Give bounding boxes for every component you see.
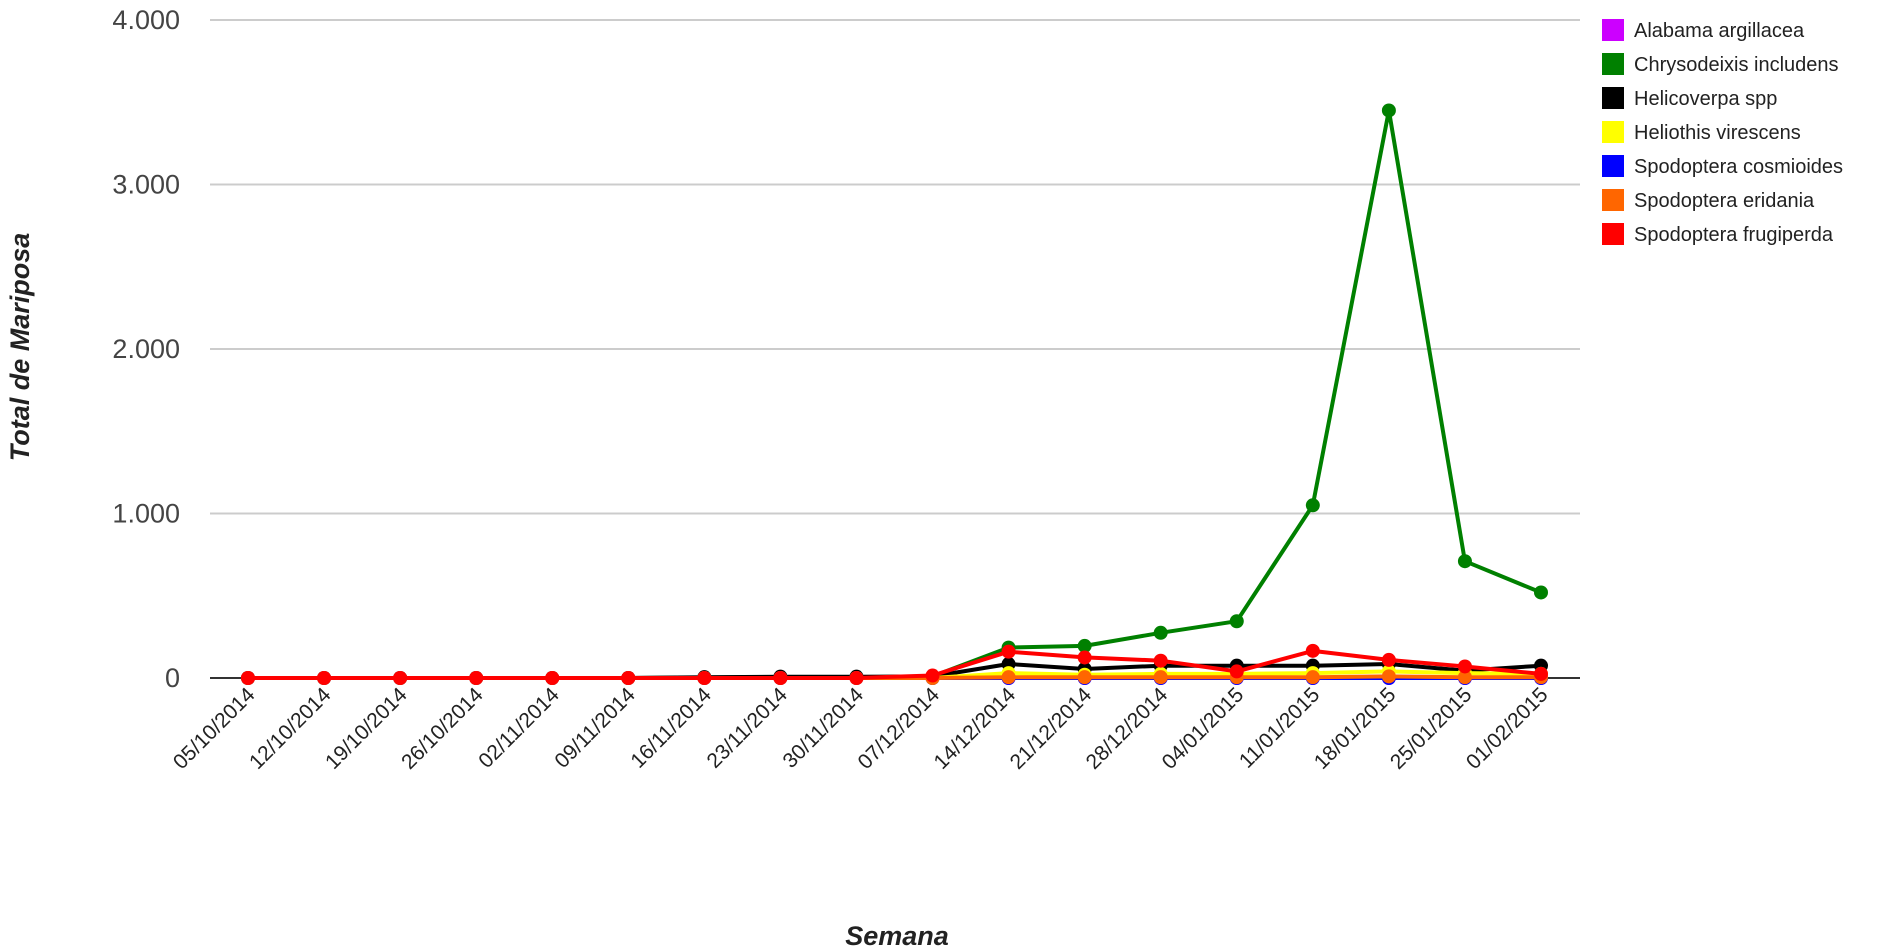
data-point [1457,659,1472,674]
data-point [1457,670,1472,685]
data-point [469,671,484,685]
x-axis-ticks: 05/10/201412/10/201419/10/201426/10/2014… [169,683,1553,774]
legend-swatch [1602,53,1624,75]
legend-label: Spodoptera frugiperda [1634,224,1834,246]
data-point [317,671,332,685]
x-tick-label: 02/11/2014 [474,683,564,773]
x-tick-label: 26/10/2014 [397,683,488,774]
legend-label: Heliothis virescens [1634,122,1801,144]
legend-label: Chrysodeixis includens [1634,54,1839,76]
data-point [697,671,712,685]
data-point [241,671,255,685]
data-point [1381,103,1396,118]
legend-swatch [1602,121,1624,143]
x-tick-label: 18/01/2015 [1310,683,1401,774]
data-point [1001,670,1016,685]
data-point [545,671,560,685]
x-tick-label: 12/10/2014 [245,683,336,774]
x-tick-label: 01/02/2015 [1462,683,1553,774]
gridlines [210,19,1580,679]
data-point [1229,664,1244,679]
series-lines [241,103,1548,685]
data-point [1305,670,1320,685]
x-tick-label: 14/12/2014 [930,683,1021,774]
legend-swatch [1602,155,1624,177]
legend: Alabama argillacea Chrysodeixis includens… [1602,19,1843,246]
y-tick-label: 2.000 [112,334,180,364]
data-point [1077,650,1092,665]
series-line [248,108,1542,680]
legend-label: Spodoptera eridania [1634,190,1815,212]
legend-label: Spodoptera cosmioides [1634,156,1843,178]
data-point [1001,644,1016,659]
series-chrysodeixis-includens [241,103,1548,685]
data-point [1457,554,1472,569]
data-point [1153,625,1168,640]
data-point [1305,498,1320,513]
data-point [1305,643,1320,658]
data-point [1381,669,1396,684]
data-point [773,671,788,685]
legend-swatch [1602,189,1624,211]
data-point [1153,653,1168,668]
y-tick-label: 4.000 [112,5,180,35]
data-point [1077,670,1092,685]
y-tick-label: 1.000 [112,499,180,529]
legend-swatch [1602,223,1624,245]
data-point [1077,638,1092,653]
data-point [1153,670,1168,685]
data-point [393,671,408,685]
y-tick-label: 0 [165,663,180,693]
data-point [1229,614,1244,629]
x-axis-title: Semana [845,921,949,951]
series-line [248,648,1542,680]
x-tick-label: 07/12/2014 [853,683,944,774]
legend-swatch [1602,19,1624,41]
legend-label: Helicoverpa spp [1634,88,1777,110]
data-point [1381,652,1396,667]
x-tick-label: 04/01/2015 [1158,683,1249,774]
x-tick-label: 23/11/2014 [702,683,792,773]
x-tick-label: 25/01/2015 [1386,683,1477,774]
data-point [849,671,864,685]
data-point [925,668,940,683]
x-tick-label: 09/11/2014 [550,683,640,773]
y-axis-ticks: 0 1.000 2.000 3.000 4.000 [112,5,180,693]
legend-label: Alabama argillacea [1634,20,1805,42]
data-point [1534,666,1548,681]
data-point [621,671,636,685]
y-axis-title: Total de Mariposa [5,233,35,462]
legend-swatch [1602,87,1624,109]
x-tick-label: 05/10/2014 [169,683,260,774]
series-spodoptera-frugiperda [241,643,1548,685]
data-point [1534,585,1548,600]
x-tick-label: 19/10/2014 [321,683,412,774]
x-tick-label: 16/11/2014 [626,683,716,773]
y-tick-label: 3.000 [112,170,180,200]
x-tick-label: 21/12/2014 [1006,683,1097,774]
x-tick-label: 28/12/2014 [1082,683,1173,774]
